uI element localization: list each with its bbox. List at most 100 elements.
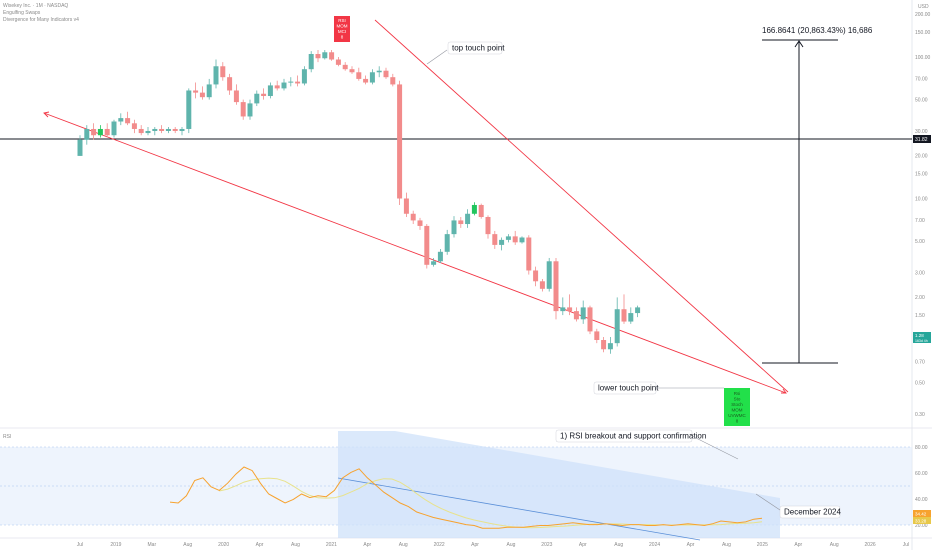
rsi-ma-badge	[913, 517, 931, 524]
candle-body	[621, 309, 627, 322]
rsi-channel-line	[337, 477, 701, 541]
rsi-line	[169, 466, 763, 529]
rsi-tick-label: 60.00	[915, 471, 928, 477]
candle-body	[492, 234, 498, 245]
candle-body	[335, 59, 341, 65]
price-tick-label: 0.70	[915, 360, 925, 366]
candle-body	[288, 81, 294, 83]
price-tick-label: 100.00	[915, 55, 931, 61]
time-tick-label: Apr	[471, 542, 479, 548]
candle-body	[91, 128, 97, 136]
candle-body	[526, 237, 532, 271]
currency-label: USD	[918, 4, 929, 10]
candle-body	[118, 118, 124, 122]
top-touch-label: top touch point	[452, 44, 505, 53]
pattern-label-2: Divergence for Many Indicators v4	[3, 17, 79, 23]
time-tick-label: 2019	[110, 542, 121, 548]
buy-signal-badge	[724, 388, 750, 426]
rsi-value-badge	[913, 510, 931, 517]
candle-body	[267, 85, 273, 97]
top-touch-box	[447, 41, 503, 55]
candle-body	[635, 307, 641, 314]
candle-body	[315, 54, 321, 59]
time-tick-label: Aug	[291, 542, 300, 548]
candle-body	[567, 307, 573, 312]
last-price-text: 1.28	[915, 333, 924, 338]
pattern-label-1: Engulfing Swaps	[3, 10, 41, 16]
candle-body	[111, 121, 117, 136]
candle-body	[539, 281, 545, 289]
lower-trendline-arrow-left	[43, 111, 50, 118]
lower-trendline	[43, 112, 787, 394]
price-tick-label: 2.00	[915, 295, 925, 301]
candle-body	[152, 128, 158, 131]
buy-signal-text: Sto	[734, 397, 741, 402]
rsi-signal-badge	[334, 16, 350, 42]
price-tick-label: 30.00	[915, 129, 928, 135]
lower-touch-label: lower touch point	[598, 384, 659, 393]
candle-body	[131, 123, 137, 129]
candle-body	[97, 128, 103, 136]
candle-body	[451, 220, 457, 235]
time-tick-label: Aug	[722, 542, 731, 548]
candle-body	[607, 343, 613, 350]
candle-body	[444, 234, 450, 252]
candle-body	[424, 225, 430, 265]
candle-body	[458, 220, 464, 225]
candle-body	[295, 81, 301, 84]
time-tick-label: Aug	[507, 542, 516, 548]
time-tick-label: 2020	[218, 542, 229, 548]
candle-body	[471, 204, 477, 214]
candle-body	[553, 261, 559, 312]
time-tick-label: Jul	[77, 542, 83, 548]
rsi-axis: 80.00 60.00 40.00 20.00	[915, 445, 928, 529]
candle-body	[104, 128, 110, 136]
candle-body	[614, 309, 620, 344]
time-tick-label: 2025	[757, 542, 768, 548]
december-pointer	[755, 493, 781, 511]
target-arrow-head	[794, 40, 804, 48]
time-tick-label: 2021	[326, 542, 337, 548]
time-tick-label: 2026	[865, 542, 876, 548]
candle-body	[499, 239, 505, 245]
time-tick-label: 2024	[649, 542, 660, 548]
candle-body	[560, 307, 566, 312]
candle-body	[159, 128, 165, 131]
ticker-title: Wisekey Inc. · 1M · NASDAQ	[3, 3, 68, 9]
rsi-signal-text: 8	[341, 35, 344, 40]
candle-body	[431, 261, 437, 265]
time-tick-label: Apr	[579, 542, 587, 548]
candle-body	[172, 128, 178, 131]
rsi-breakout-pointer	[691, 435, 739, 460]
candle-body	[601, 340, 607, 350]
candle-body	[587, 307, 593, 332]
candle-body	[186, 90, 192, 129]
rsi-breakout-label: 1) RSI breakout and support confirmation	[560, 432, 706, 441]
candle-body	[410, 213, 416, 221]
price-tick-label: 0.30	[915, 412, 925, 418]
time-tick-label: Jul	[903, 542, 909, 548]
rsi-title: RSI	[3, 434, 11, 440]
candle-body	[125, 118, 131, 124]
candle-body	[628, 313, 634, 322]
candle-body	[369, 72, 375, 83]
candle-body	[390, 77, 396, 85]
price-tick-label: 7.00	[915, 218, 925, 224]
price-tick-label: 10.00	[915, 196, 928, 202]
candle-body	[84, 128, 90, 140]
price-tick-label: 15.00	[915, 171, 928, 177]
candle-body	[594, 331, 600, 340]
last-price-countdown: 163d 4h	[915, 339, 928, 343]
candle-body	[437, 251, 443, 262]
time-tick-label: Aug	[183, 542, 192, 548]
candle-body	[546, 261, 552, 289]
time-tick-label: Aug	[399, 542, 408, 548]
candle-body	[505, 236, 511, 240]
time-tick-label: Apr	[256, 542, 264, 548]
time-tick-label: Apr	[687, 542, 695, 548]
price-tick-label: 3.00	[915, 270, 925, 276]
candle-body	[145, 130, 151, 134]
candle-body	[281, 82, 287, 89]
candle-body	[179, 128, 185, 131]
